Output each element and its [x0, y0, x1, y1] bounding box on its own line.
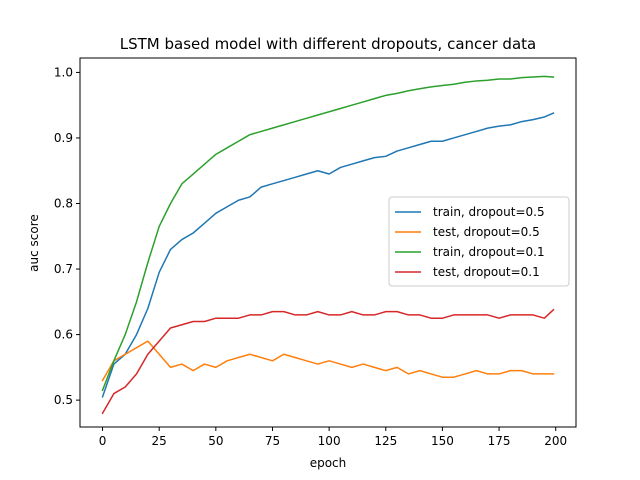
- series-line-2: [101, 340, 555, 382]
- x-tick-label: 175: [488, 434, 511, 448]
- series-line-1: [101, 112, 555, 398]
- y-tick-label: 0.7: [54, 262, 73, 276]
- x-tick-label: 200: [544, 434, 567, 448]
- x-tick-label: 50: [208, 434, 223, 448]
- series-line-3: [101, 75, 555, 392]
- plot-area: [101, 75, 555, 415]
- x-tick-label: 75: [265, 434, 280, 448]
- y-tick-label: 1.0: [54, 65, 73, 79]
- y-tick-label: 0.6: [54, 328, 73, 342]
- y-tick-label: 0.9: [54, 131, 73, 145]
- legend-label: train, dropout=0.1: [433, 245, 545, 259]
- y-axis-label: auc score: [27, 214, 41, 272]
- legend-label: test, dropout=0.1: [433, 265, 540, 279]
- x-tick-label: 125: [374, 434, 397, 448]
- x-tick-label: 25: [152, 434, 167, 448]
- legend-label: train, dropout=0.5: [433, 205, 545, 219]
- series-line-4: [101, 308, 555, 415]
- y-axis-ticks: 0.5 0.6 0.7 0.8 0.9 1.0: [54, 65, 80, 407]
- chart-title: LSTM based model with different dropouts…: [120, 35, 536, 53]
- legend: train, dropout=0.5 test, dropout=0.5 train…: [388, 196, 570, 287]
- x-axis-label: epoch: [310, 456, 347, 470]
- plot-frame: [79, 57, 577, 428]
- legend-box: [388, 196, 570, 287]
- x-tick-label: 100: [318, 434, 341, 448]
- x-axis-ticks: 0 25 50 75 100 125 150 175 200: [99, 427, 567, 448]
- x-tick-label: 0: [99, 434, 107, 448]
- legend-label: test, dropout=0.5: [433, 225, 540, 239]
- x-tick-label: 150: [431, 434, 454, 448]
- y-tick-label: 0.5: [54, 393, 73, 407]
- y-tick-label: 0.8: [54, 197, 73, 211]
